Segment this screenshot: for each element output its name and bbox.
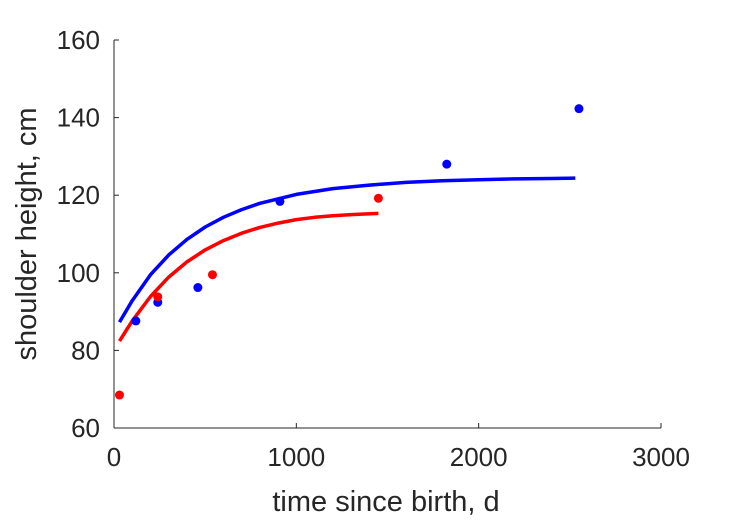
y-ticks: 60 80 100 120 140 160 — [57, 25, 119, 443]
y-tick-label: 60 — [71, 413, 100, 443]
red-data-point — [153, 292, 163, 302]
blue-data-point — [131, 316, 141, 326]
y-tick-label: 100 — [57, 258, 100, 288]
x-ticks: 0 1000 2000 3000 — [107, 423, 690, 472]
y-tick-label: 160 — [57, 25, 100, 55]
red-fit-curve — [118, 211, 379, 343]
y-tick-label: 120 — [57, 180, 100, 210]
red-data-point — [207, 270, 217, 280]
y-tick-label: 140 — [57, 103, 100, 133]
fit-curves — [117, 176, 576, 343]
blue-data-point — [442, 159, 452, 169]
red-data-point — [373, 193, 383, 203]
plot-area — [113, 40, 661, 429]
y-axis-label: shoulder height, cm — [11, 107, 43, 360]
blue-fit-curve — [117, 176, 576, 323]
x-tick-label: 3000 — [632, 442, 690, 472]
blue-data-point — [275, 196, 285, 206]
red-data-point — [114, 390, 124, 400]
blue-data-point — [574, 104, 584, 114]
blue-data-point — [193, 283, 203, 293]
x-tick-label: 2000 — [450, 442, 508, 472]
y-tick-label: 80 — [71, 335, 100, 365]
x-tick-label: 1000 — [267, 442, 325, 472]
x-axis-label: time since birth, d — [272, 486, 499, 518]
data-points — [114, 104, 584, 400]
x-tick-label: 0 — [107, 442, 121, 472]
